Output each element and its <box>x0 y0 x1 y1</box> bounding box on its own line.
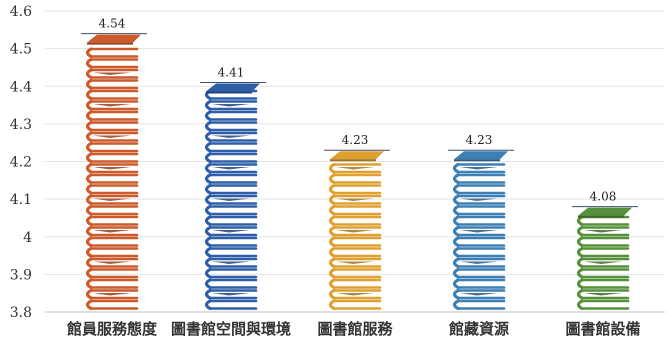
y-tick-label: 4.3 <box>10 117 32 133</box>
bars: 4.54 4.41 4.23 4.23 4.08 <box>81 17 638 311</box>
x-tick-label: 圖書館服務 <box>317 320 393 338</box>
bar <box>200 81 266 311</box>
data-label: 4.54 <box>99 17 126 31</box>
data-label: 4.41 <box>218 65 245 79</box>
x-tick-label: 館員服務態度 <box>66 320 158 338</box>
x-tick-label: 圖書館設備 <box>565 320 640 338</box>
y-tick-label: 4.6 <box>10 4 32 20</box>
data-label: 4.08 <box>590 190 617 204</box>
y-tick-label: 4.2 <box>10 155 32 171</box>
bar <box>324 149 390 311</box>
y-tick-label: 3.9 <box>10 267 32 283</box>
y-axis: 3.8 3.9 4 4.1 4.2 4.3 4.4 4.5 4.6 <box>10 4 32 321</box>
data-label: 4.23 <box>466 133 493 147</box>
y-tick-label: 3.8 <box>10 305 32 321</box>
bar <box>81 33 147 311</box>
y-tick-label: 4 <box>23 230 32 246</box>
y-tick-label: 4.1 <box>10 192 32 208</box>
y-tick-label: 4.4 <box>10 79 32 95</box>
x-axis: 館員服務態度 圖書館空間與環境 圖書館服務 館藏資源 圖書館設備 <box>66 320 641 338</box>
x-tick-label: 圖書館空間與環境 <box>171 320 291 338</box>
gridlines <box>45 10 665 313</box>
bar <box>572 206 638 311</box>
bar <box>448 149 514 311</box>
y-tick-label: 4.5 <box>10 42 32 58</box>
data-label: 4.23 <box>342 133 369 147</box>
x-tick-label: 館藏資源 <box>448 320 509 338</box>
